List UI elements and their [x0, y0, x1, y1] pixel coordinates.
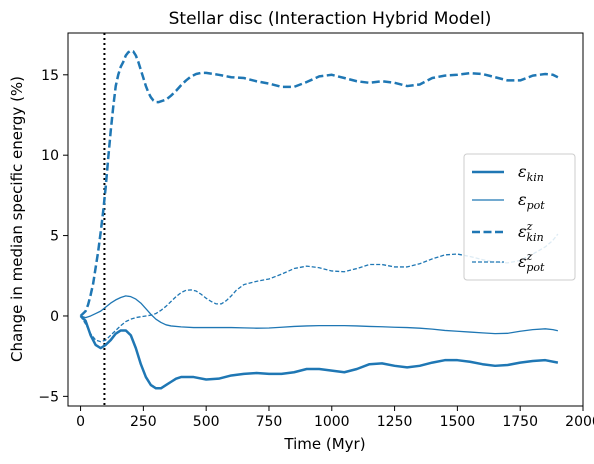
x-tick-label: 1000	[314, 414, 350, 430]
y-tick-label: 0	[50, 309, 59, 325]
x-tick-label: 750	[256, 414, 283, 430]
x-axis-ticks: 0 250 500 750 1000 1250 1500 1750 2000	[76, 406, 594, 430]
plot-area-frame	[67, 32, 584, 407]
legend-label-1: εpot	[518, 190, 545, 212]
y-axis-label: Change in median specific energy (%)	[8, 76, 26, 362]
legend-label-3: εz pot	[518, 250, 545, 274]
series-line-3	[80, 233, 559, 343]
series-line-2	[79, 49, 559, 317]
x-tick-label: 1250	[377, 414, 413, 430]
y-tick-label: 10	[41, 148, 59, 164]
y-tick-label: 5	[50, 229, 59, 245]
legend-label-0: εkin	[518, 162, 544, 184]
series-line-1	[80, 295, 559, 335]
x-tick-label: 1500	[440, 414, 476, 430]
x-tick-label: 500	[193, 414, 220, 430]
x-tick-label: 1750	[502, 414, 538, 430]
series-line-0	[79, 315, 559, 390]
chart-title: Stellar disc (Interaction Hybrid Model)	[169, 9, 492, 29]
y-tick-label: 15	[41, 68, 59, 84]
y-axis-ticks: −5 0 5 10 15	[38, 68, 68, 405]
x-tick-label: 2000	[565, 414, 594, 430]
series-lines	[79, 49, 559, 390]
x-tick-label: 250	[130, 414, 157, 430]
legend-label-2: εz kin	[518, 220, 544, 244]
legend: εkin εpot εz kin εz pot	[463, 153, 576, 281]
x-axis-label: Time (Myr)	[283, 435, 365, 453]
y-tick-label: −5	[38, 389, 59, 405]
legend-box	[463, 153, 576, 281]
x-tick-label: 0	[76, 414, 85, 430]
